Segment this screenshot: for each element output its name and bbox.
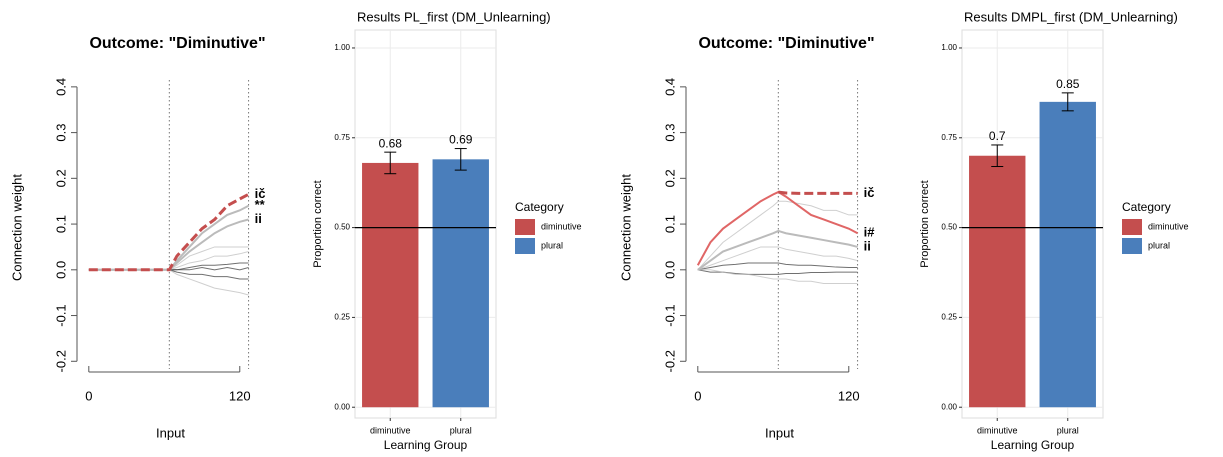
chart-title: Results PL_first (DM_Unlearning) bbox=[357, 9, 551, 24]
value-label: 0.68 bbox=[379, 136, 403, 150]
y-axis-label: Connection weight bbox=[9, 174, 24, 281]
x-axis-label: Input bbox=[765, 425, 794, 440]
series-end-label: ** bbox=[255, 197, 266, 212]
series-line bbox=[88, 246, 249, 271]
legend-title: Category bbox=[515, 200, 564, 214]
bar bbox=[1039, 101, 1096, 408]
y-tick-label: 0.3 bbox=[53, 124, 68, 142]
series-line bbox=[88, 269, 249, 296]
series-line bbox=[697, 200, 858, 271]
y-tick-label: -0.2 bbox=[53, 350, 68, 372]
value-label: 0.69 bbox=[449, 133, 473, 147]
y-tick-label: 1.00 bbox=[334, 43, 350, 52]
chart-title: Outcome: "Diminutive" bbox=[698, 35, 874, 52]
legend-label: diminutive bbox=[1148, 221, 1189, 231]
series-line bbox=[88, 218, 249, 271]
legend-label: plural bbox=[1148, 240, 1170, 250]
y-tick-label: 0.3 bbox=[662, 124, 677, 142]
bar bbox=[432, 159, 489, 408]
legend-key bbox=[515, 219, 535, 235]
legend-key bbox=[1122, 219, 1142, 235]
y-tick-label: 0.1 bbox=[53, 215, 68, 233]
y-tick-label: -0.1 bbox=[53, 304, 68, 326]
series-line bbox=[697, 246, 858, 271]
y-axis-label: Connection weight bbox=[618, 174, 633, 281]
y-tick-label: 1.00 bbox=[941, 43, 957, 52]
value-label: 0.85 bbox=[1056, 77, 1080, 91]
series-end-label: i# bbox=[864, 225, 876, 240]
y-tick-label: 0.4 bbox=[53, 78, 68, 96]
y-tick-label: 0.25 bbox=[334, 313, 350, 322]
y-tick-label: 0.4 bbox=[662, 78, 677, 96]
series-line bbox=[697, 269, 858, 285]
series-line bbox=[697, 229, 858, 271]
series-end-label: ii bbox=[255, 211, 262, 226]
y-tick-label: 0.2 bbox=[662, 169, 677, 187]
y-tick-label: -0.2 bbox=[662, 350, 677, 372]
x-axis-label: Learning Group bbox=[991, 438, 1075, 452]
y-tick-label: 0.00 bbox=[334, 402, 350, 411]
legend-label: diminutive bbox=[541, 221, 582, 231]
chart-title: Outcome: "Diminutive" bbox=[89, 35, 265, 52]
x-axis-label: Input bbox=[156, 425, 185, 440]
x-axis-label: Learning Group bbox=[384, 438, 468, 452]
x-tick-label: diminutive bbox=[977, 425, 1018, 435]
x-tick-label: plural bbox=[1057, 425, 1079, 435]
legend-label: plural bbox=[541, 240, 563, 250]
series-line bbox=[778, 190, 858, 195]
legend-title: Category bbox=[1122, 200, 1171, 214]
chart-title: Results DMPL_first (DM_Unlearning) bbox=[964, 9, 1178, 24]
series-end-label: ii bbox=[864, 238, 871, 253]
y-tick-label: 0.50 bbox=[941, 223, 957, 232]
legend-key bbox=[1122, 238, 1142, 254]
series-end-label: ič bbox=[864, 185, 875, 200]
series-line bbox=[88, 204, 250, 271]
x-tick-label: 120 bbox=[838, 388, 860, 403]
bar bbox=[362, 162, 419, 408]
y-tick-label: 0.50 bbox=[334, 223, 350, 232]
x-tick-label: diminutive bbox=[370, 425, 411, 435]
y-axis-label: Proportion correct bbox=[312, 180, 324, 267]
x-tick-label: 0 bbox=[694, 388, 701, 403]
bar bbox=[969, 155, 1026, 408]
series-line bbox=[88, 193, 250, 272]
y-axis-label: Proportion correct bbox=[919, 180, 931, 267]
series-line bbox=[696, 190, 859, 266]
y-tick-label: 0.00 bbox=[941, 402, 957, 411]
y-tick-label: 0.0 bbox=[662, 261, 677, 279]
y-tick-label: 0.75 bbox=[941, 133, 957, 142]
series-line bbox=[697, 262, 858, 271]
y-tick-label: 0.75 bbox=[334, 133, 350, 142]
series-line bbox=[88, 251, 249, 271]
x-tick-label: 120 bbox=[229, 388, 251, 403]
series-end-label: ič bbox=[255, 186, 266, 201]
value-label: 0.7 bbox=[989, 129, 1006, 143]
x-tick-label: 0 bbox=[85, 388, 92, 403]
y-tick-label: -0.1 bbox=[662, 304, 677, 326]
y-tick-label: 0.1 bbox=[662, 215, 677, 233]
y-tick-label: 0.0 bbox=[53, 261, 68, 279]
y-tick-label: 0.25 bbox=[941, 313, 957, 322]
y-tick-label: 0.2 bbox=[53, 169, 68, 187]
x-tick-label: plural bbox=[450, 425, 472, 435]
legend-key bbox=[515, 238, 535, 254]
